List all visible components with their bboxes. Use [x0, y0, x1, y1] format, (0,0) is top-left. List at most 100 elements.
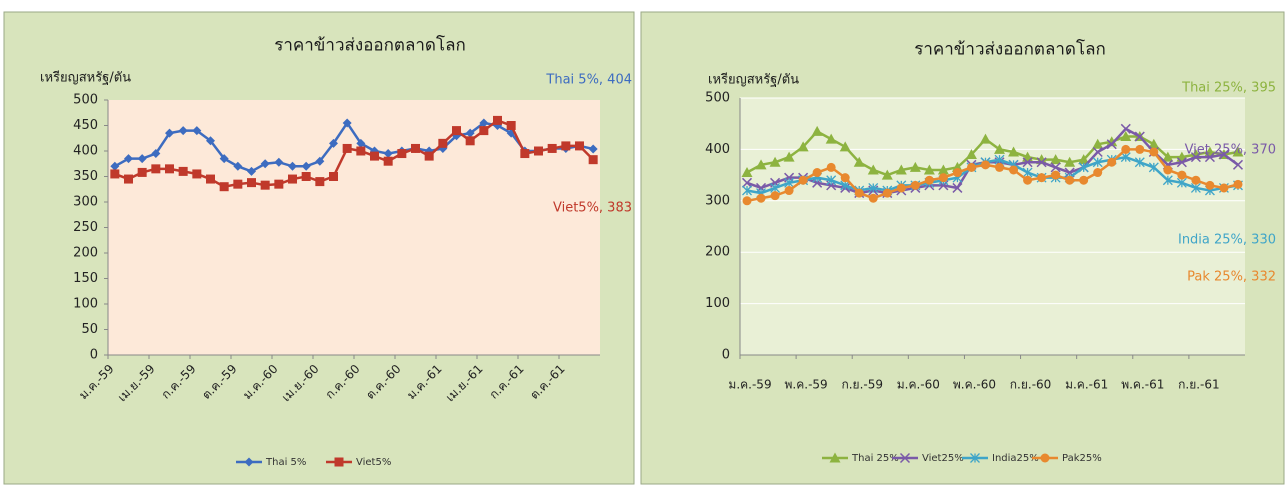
marker: [1120, 152, 1131, 163]
marker: [260, 159, 270, 169]
marker: [233, 179, 243, 189]
y-tick-label: 300: [705, 193, 730, 208]
end-label: Viet5%, 383: [553, 201, 632, 216]
marker: [1092, 157, 1103, 168]
marker: [260, 180, 270, 190]
marker: [797, 141, 809, 152]
marker: [1106, 136, 1118, 147]
marker: [937, 164, 949, 175]
marker: [1036, 157, 1047, 168]
y-tick-label: 0: [90, 348, 98, 363]
marker: [742, 185, 752, 196]
y-tick-label: 200: [705, 245, 730, 260]
marker: [1176, 157, 1187, 168]
marker: [755, 159, 767, 170]
end-label: India 25%, 330: [1178, 233, 1276, 248]
marker: [178, 166, 188, 176]
marker: [839, 141, 851, 152]
marker: [247, 166, 256, 176]
marker: [588, 155, 598, 165]
y-tick-label: 50: [81, 322, 98, 337]
marker: [1022, 167, 1033, 178]
marker: [910, 180, 920, 190]
y-tick-label: 500: [73, 93, 98, 108]
marker: [965, 149, 977, 160]
y-tick-label: 200: [73, 246, 98, 261]
marker: [1190, 182, 1201, 193]
marker: [1191, 175, 1201, 185]
marker: [301, 172, 311, 181]
x-tick-label: พ.ค.-59: [785, 378, 828, 392]
marker: [1135, 144, 1145, 154]
marker: [854, 188, 864, 198]
marker: [397, 149, 407, 159]
marker: [244, 457, 254, 467]
x-tick-label: ม.ค.-61: [1065, 378, 1108, 392]
marker: [1134, 157, 1145, 168]
x-tick-label: ม.ค.-60: [897, 378, 940, 392]
marker: [493, 115, 502, 125]
marker: [520, 149, 530, 159]
chart-title: ราคาข้าวส่งออกตลาดโลก: [274, 35, 466, 56]
x-tick-label: พ.ค.-61: [1121, 378, 1164, 392]
marker: [1176, 177, 1187, 188]
marker: [896, 183, 906, 193]
marker: [1040, 453, 1050, 463]
marker: [151, 164, 161, 174]
marker: [383, 156, 393, 166]
marker: [923, 164, 935, 175]
marker: [1232, 159, 1244, 170]
marker: [1204, 152, 1215, 163]
marker: [342, 118, 352, 128]
marker: [868, 193, 878, 203]
marker: [1050, 154, 1062, 165]
marker: [383, 149, 393, 159]
marker: [370, 151, 379, 161]
marker: [315, 156, 325, 166]
legend-label: Viet25%: [922, 453, 964, 464]
marker: [124, 154, 133, 164]
marker: [970, 453, 980, 463]
marker: [1134, 131, 1145, 142]
marker: [867, 164, 879, 175]
marker: [1022, 157, 1033, 168]
marker: [811, 125, 823, 136]
marker: [938, 173, 948, 183]
x-tick-label: ก.ย.-59: [841, 378, 883, 392]
chart-title: ราคาข้าวส่งออกตลาดโลก: [914, 39, 1106, 60]
marker: [465, 136, 475, 146]
y-tick-label: 150: [73, 271, 98, 286]
marker: [1148, 138, 1160, 149]
marker: [192, 126, 202, 136]
marker: [110, 161, 120, 171]
y-tick-label: 450: [73, 118, 98, 133]
marker: [1092, 146, 1103, 158]
plot-area: [108, 100, 600, 355]
marker: [1064, 156, 1076, 167]
marker: [506, 121, 516, 130]
x-tick-label: ก.ย.-61: [1178, 378, 1220, 392]
marker: [899, 452, 911, 464]
marker: [966, 162, 976, 172]
marker: [995, 162, 1005, 172]
marker: [342, 143, 352, 153]
x-tick-label: ม.ค.-59: [728, 378, 771, 392]
marker: [356, 138, 366, 148]
marker: [588, 144, 598, 154]
end-label: Pak 25%, 332: [1187, 270, 1276, 285]
marker: [994, 143, 1006, 154]
marker: [840, 173, 850, 183]
marker: [124, 174, 133, 184]
x-tick-label: พ.ค.-60: [953, 378, 996, 392]
y-tick-label: 100: [73, 297, 98, 312]
y-tick-label: 0: [722, 348, 730, 363]
marker: [1078, 154, 1090, 165]
marker: [288, 174, 297, 184]
marker: [1078, 162, 1089, 173]
legend-label: Viet5%: [356, 457, 391, 468]
y-tick-label: 300: [73, 195, 98, 210]
end-label: Thai 25%, 395: [1181, 81, 1276, 96]
